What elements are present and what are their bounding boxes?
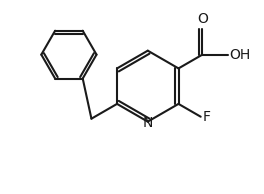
Text: OH: OH: [229, 48, 250, 62]
Text: O: O: [197, 12, 208, 26]
Text: F: F: [203, 110, 211, 124]
Text: N: N: [143, 116, 153, 130]
